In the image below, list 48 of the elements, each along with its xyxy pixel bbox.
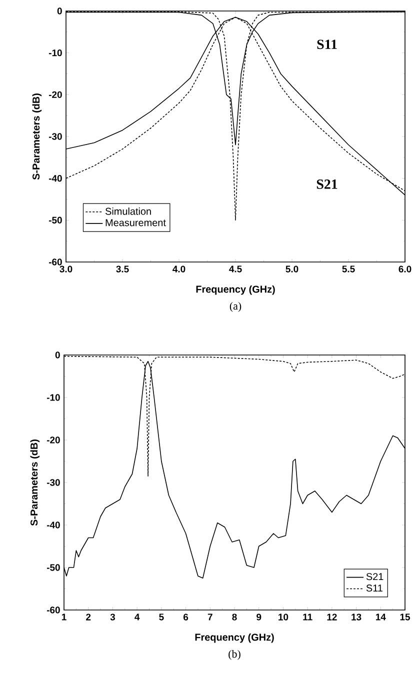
x-tick-label: 4.0 <box>172 266 186 272</box>
y-axis-title: S-Parameters (dB) <box>32 94 42 180</box>
legend-label: S21 <box>366 573 384 580</box>
x-axis-title: Frequency (GHz) <box>195 633 274 643</box>
x-axis-title: Frequency (GHz) <box>196 285 275 295</box>
x-tick-label: 10 <box>278 614 288 620</box>
text: (a) <box>230 302 242 312</box>
x-tick-label: 3.5 <box>116 266 129 272</box>
y-tick-label: -60 <box>48 258 62 266</box>
x-tick-label: 5.0 <box>286 266 298 272</box>
x-tick-label: 6.0 <box>398 266 412 272</box>
y-tick-label: -10 <box>46 394 60 401</box>
legend-label: S11 <box>366 584 382 592</box>
y-tick-label: 0 <box>57 8 62 14</box>
y-tick-label: -40 <box>48 174 62 182</box>
x-tick-label: 5 <box>159 614 164 620</box>
x-tick-label: 3 <box>110 614 116 620</box>
annotation: S11 <box>317 40 337 50</box>
y-tick-label: -30 <box>48 133 62 140</box>
x-tick-label: 1 <box>62 614 66 620</box>
y-tick-label: -20 <box>48 91 62 98</box>
y-tick-label: -50 <box>48 216 62 224</box>
x-tick-label: 7 <box>208 614 212 620</box>
legend-label: Simulation <box>105 208 151 215</box>
y-tick-label: -60 <box>46 606 60 614</box>
y-tick-label: -40 <box>46 522 60 528</box>
y-tick-label: -50 <box>46 564 60 571</box>
x-tick-label: 4.5 <box>229 266 242 272</box>
x-tick-label: 8 <box>232 614 237 620</box>
legend-label: Measurement <box>106 219 166 226</box>
y-tick-label: -30 <box>46 479 60 486</box>
y-tick-label: -10 <box>48 49 62 56</box>
annotation: S21 <box>316 180 338 189</box>
x-tick-label: 3.0 <box>60 266 72 272</box>
x-tick-label: 5.5 <box>342 266 355 272</box>
text: (b) <box>228 650 240 660</box>
y-tick-label: 0 <box>55 352 60 358</box>
y-axis-title: S-Parameters (dB) <box>30 440 40 526</box>
x-tick-label: 12 <box>327 614 337 620</box>
x-tick-label: 11 <box>303 614 312 620</box>
x-tick-label: 6 <box>184 614 188 620</box>
y-tick-label: -20 <box>46 436 60 444</box>
x-tick-label: 13 <box>352 614 362 620</box>
x-tick-label: 2 <box>86 614 91 620</box>
x-tick-label: 15 <box>400 614 410 620</box>
x-tick-label: 14 <box>376 614 386 620</box>
x-tick-label: 4 <box>134 614 140 620</box>
x-tick-label: 9 <box>256 614 262 620</box>
